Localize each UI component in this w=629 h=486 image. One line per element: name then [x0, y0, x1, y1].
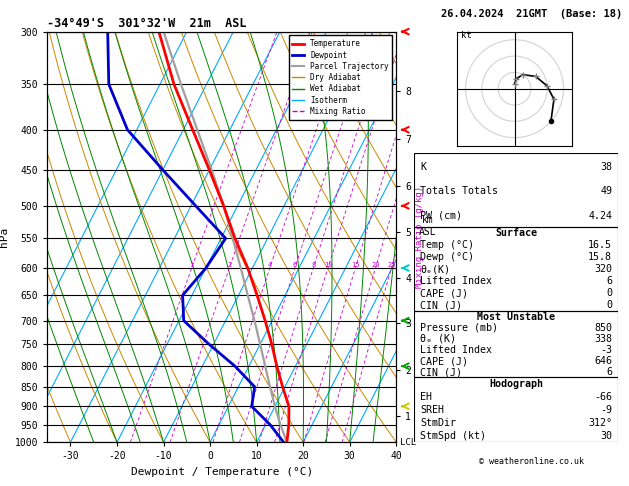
- Text: K: K: [420, 162, 426, 172]
- Bar: [414, 153, 618, 227]
- X-axis label: Dewpoint / Temperature (°C): Dewpoint / Temperature (°C): [131, 467, 313, 477]
- Text: -3: -3: [600, 345, 612, 355]
- Text: EH: EH: [420, 392, 432, 402]
- Text: 850: 850: [594, 323, 612, 333]
- Text: Lifted Index: Lifted Index: [420, 277, 492, 286]
- Text: Most Unstable: Most Unstable: [477, 312, 555, 322]
- Bar: [414, 227, 618, 311]
- Text: 1: 1: [189, 262, 194, 268]
- Text: 15: 15: [351, 262, 360, 268]
- Text: 15.8: 15.8: [588, 252, 612, 262]
- Text: -66: -66: [594, 392, 612, 402]
- Text: PW (cm): PW (cm): [420, 211, 462, 221]
- Text: StmSpd (kt): StmSpd (kt): [420, 432, 486, 441]
- Text: 6: 6: [606, 277, 612, 286]
- Text: Totals Totals: Totals Totals: [420, 186, 498, 196]
- Text: CAPE (J): CAPE (J): [420, 356, 468, 366]
- Text: 6: 6: [606, 367, 612, 377]
- Text: Hodograph: Hodograph: [489, 380, 543, 389]
- Text: -9: -9: [600, 405, 612, 416]
- Text: θₑ(K): θₑ(K): [420, 264, 450, 275]
- Text: Lifted Index: Lifted Index: [420, 345, 492, 355]
- Text: 312°: 312°: [588, 418, 612, 428]
- Text: 4.24: 4.24: [588, 211, 612, 221]
- Bar: [414, 311, 618, 377]
- Text: Mixing Ratio (g/kg): Mixing Ratio (g/kg): [416, 186, 425, 288]
- Text: SREH: SREH: [420, 405, 444, 416]
- Text: Dewp (°C): Dewp (°C): [420, 252, 474, 262]
- Text: LCL: LCL: [400, 438, 416, 447]
- Text: 2: 2: [227, 262, 231, 268]
- Text: CIN (J): CIN (J): [420, 367, 462, 377]
- Text: 0: 0: [606, 288, 612, 298]
- Text: -34°49'S  301°32'W  21m  ASL: -34°49'S 301°32'W 21m ASL: [47, 17, 247, 31]
- Text: 25: 25: [387, 262, 396, 268]
- Text: 16.5: 16.5: [588, 241, 612, 250]
- Text: 320: 320: [594, 264, 612, 275]
- Y-axis label: km
ASL: km ASL: [419, 215, 437, 237]
- Text: 30: 30: [600, 432, 612, 441]
- Text: θₑ (K): θₑ (K): [420, 334, 456, 344]
- Text: Surface: Surface: [495, 228, 537, 239]
- Text: CIN (J): CIN (J): [420, 300, 462, 310]
- Text: 646: 646: [594, 356, 612, 366]
- Text: 8: 8: [311, 262, 315, 268]
- Text: 10: 10: [324, 262, 332, 268]
- Text: 6: 6: [292, 262, 297, 268]
- Text: 4: 4: [268, 262, 272, 268]
- Text: Pressure (mb): Pressure (mb): [420, 323, 498, 333]
- Text: 0: 0: [606, 300, 612, 310]
- Text: 20: 20: [371, 262, 380, 268]
- Y-axis label: hPa: hPa: [0, 227, 9, 247]
- Text: kt: kt: [460, 31, 471, 40]
- Legend: Temperature, Dewpoint, Parcel Trajectory, Dry Adiabat, Wet Adiabat, Isotherm, Mi: Temperature, Dewpoint, Parcel Trajectory…: [289, 35, 392, 120]
- Text: Temp (°C): Temp (°C): [420, 241, 474, 250]
- Text: © weatheronline.co.uk: © weatheronline.co.uk: [479, 457, 584, 466]
- Text: StmDir: StmDir: [420, 418, 456, 428]
- Bar: [414, 377, 618, 442]
- Text: 338: 338: [594, 334, 612, 344]
- Text: 49: 49: [600, 186, 612, 196]
- Text: CAPE (J): CAPE (J): [420, 288, 468, 298]
- Text: 26.04.2024  21GMT  (Base: 18): 26.04.2024 21GMT (Base: 18): [441, 9, 622, 19]
- Text: 38: 38: [600, 162, 612, 172]
